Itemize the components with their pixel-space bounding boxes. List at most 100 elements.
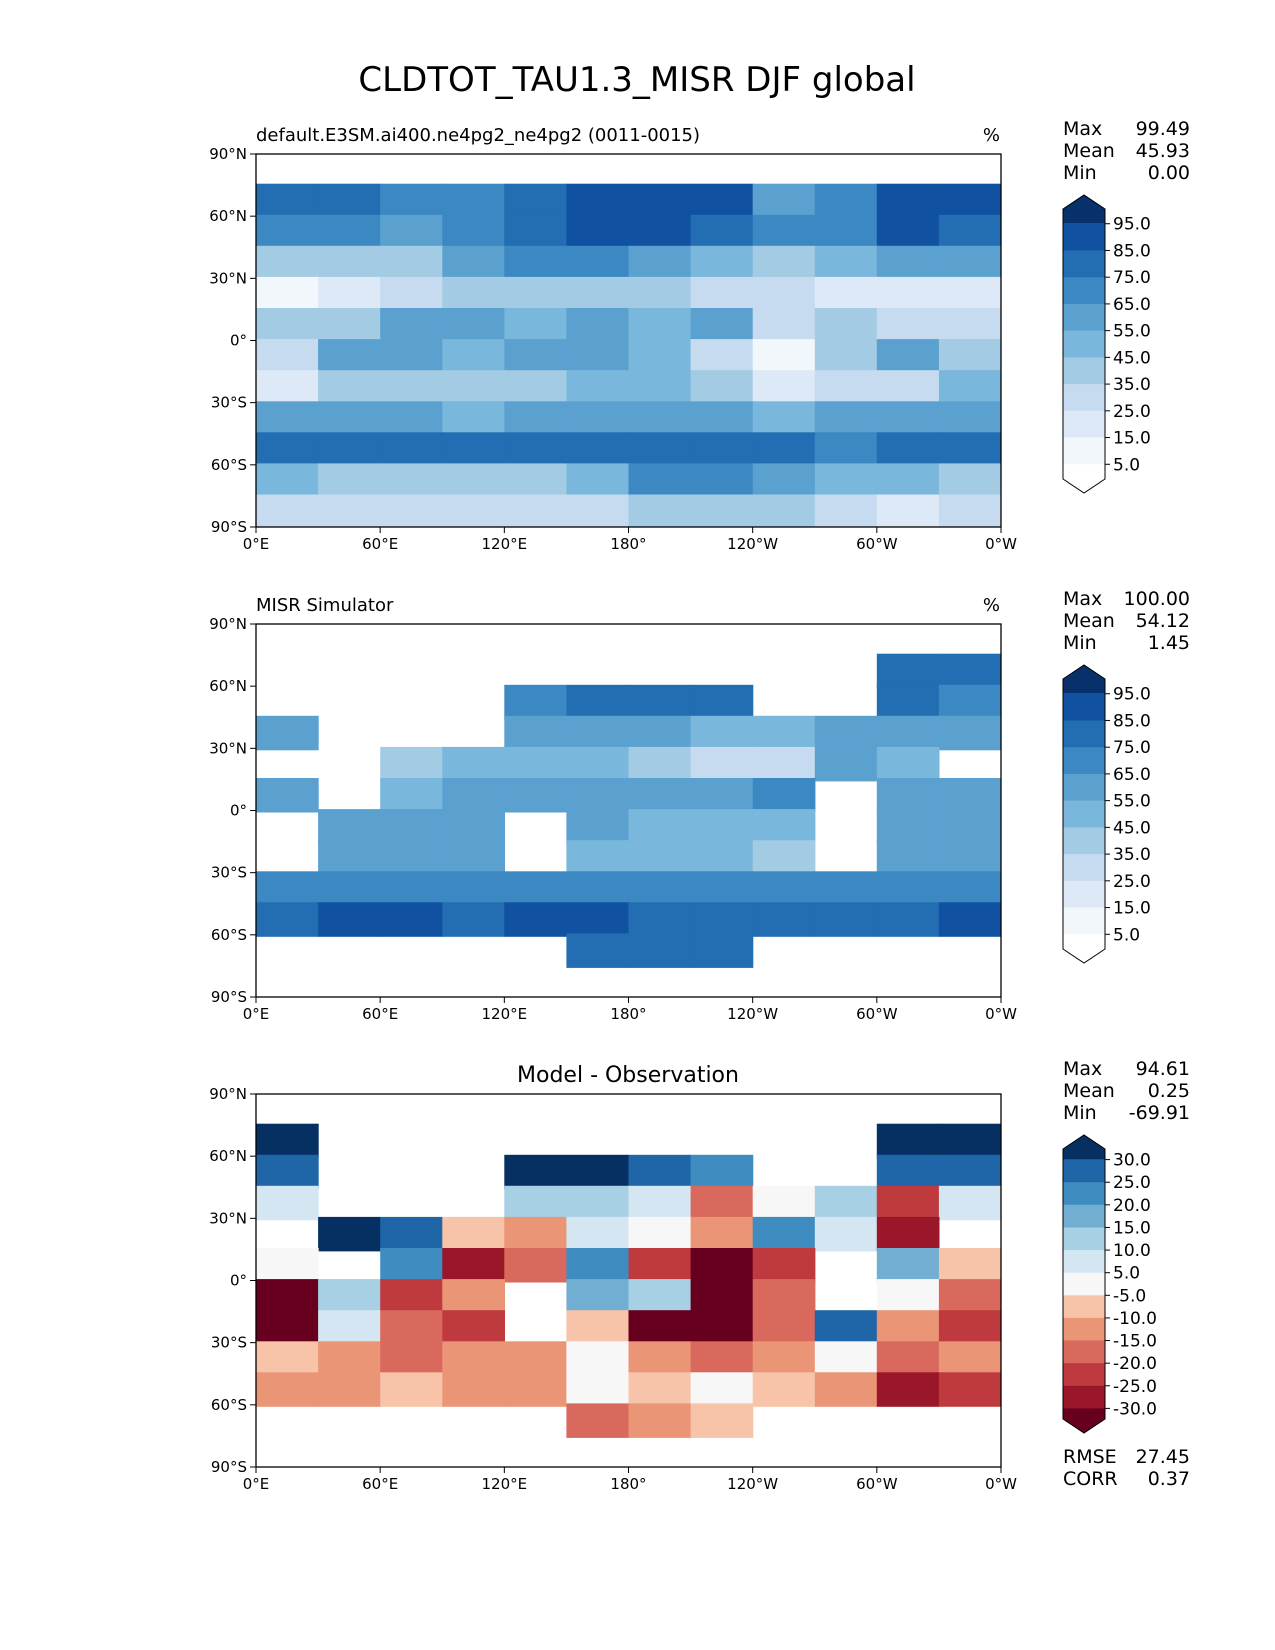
lon-tick-label: 120°E bbox=[482, 535, 528, 553]
colorbar-segment bbox=[1063, 1182, 1105, 1206]
heatmap-cell bbox=[814, 432, 878, 467]
lat-tick-label: 30°N bbox=[209, 269, 247, 287]
heatmap-cell bbox=[628, 871, 692, 906]
heatmap-cell bbox=[752, 1185, 816, 1221]
panel-observation: MISR Simulator % Max Mean Min 100.00 54.… bbox=[209, 588, 1190, 1023]
heatmap-cell bbox=[256, 370, 319, 405]
heatmap-cell bbox=[566, 183, 630, 219]
heatmap-cell bbox=[318, 245, 381, 281]
lat-tick-label: 90°S bbox=[211, 1458, 247, 1476]
lat-tick-label: 60°S bbox=[211, 1396, 247, 1414]
heatmap-cell bbox=[318, 308, 381, 343]
heatmap-cell bbox=[380, 463, 443, 498]
heatmap-cell bbox=[566, 1185, 630, 1221]
heatmap-cell bbox=[814, 214, 878, 250]
heatmap-cell bbox=[938, 432, 1001, 467]
heatmap-cell bbox=[938, 214, 1001, 250]
heatmap-cell bbox=[628, 715, 692, 751]
panel-title-difference: Model - Observation bbox=[517, 1063, 739, 1088]
heatmap-cell bbox=[318, 370, 381, 405]
colorbar-tick-label: 25.0 bbox=[1113, 402, 1151, 422]
lat-tick-label: 0° bbox=[230, 332, 247, 350]
heatmap-cell bbox=[256, 183, 319, 219]
colorbar-segment bbox=[1063, 1204, 1105, 1228]
heatmap-cell bbox=[442, 840, 505, 875]
colorbar-segment bbox=[1063, 854, 1105, 882]
heatmap-cell bbox=[690, 370, 754, 405]
colorbar-tick-label: 5.0 bbox=[1113, 455, 1140, 475]
heatmap-cell bbox=[504, 245, 567, 281]
heatmap-cell bbox=[938, 653, 1001, 689]
heatmap-cell bbox=[380, 1216, 443, 1252]
heatmap-cell bbox=[628, 214, 692, 250]
heatmap-cell bbox=[938, 1154, 1001, 1190]
stat-min-label-difference: Min bbox=[1063, 1102, 1097, 1124]
heatmap-cell bbox=[566, 746, 630, 782]
heatmap-cell bbox=[690, 432, 754, 467]
heatmap-cell bbox=[752, 1341, 816, 1376]
heatmap-cell bbox=[938, 245, 1001, 281]
heatmap-cell bbox=[504, 432, 567, 467]
heatmap-cell bbox=[628, 1185, 692, 1221]
colorbar-outline bbox=[1062, 1134, 1106, 1434]
panel-title-model: default.E3SM.ai400.ne4pg2_ne4pg2 (0011-0… bbox=[256, 125, 700, 146]
colorbar-tick-label: 65.0 bbox=[1113, 765, 1151, 785]
heatmap-cell bbox=[628, 1216, 692, 1252]
heatmap-cell bbox=[628, 746, 692, 782]
lon-tick-label: 0°E bbox=[243, 1475, 270, 1493]
heatmap-cell bbox=[752, 1279, 816, 1314]
colorbar-segment bbox=[1063, 410, 1105, 438]
heatmap-cell bbox=[938, 1248, 1001, 1283]
heatmap-cell bbox=[876, 715, 940, 751]
heatmap-cell bbox=[752, 401, 816, 436]
heatmap-cell bbox=[504, 1154, 567, 1190]
panel-difference: Model - Observation Max Mean Min 94.61 0… bbox=[209, 1058, 1190, 1493]
heatmap-cell bbox=[504, 1216, 567, 1252]
heatmap-cell bbox=[628, 183, 692, 219]
heatmap-cell bbox=[690, 840, 754, 875]
lat-tick-label: 30°N bbox=[209, 1209, 247, 1227]
colorbar-tick-label: 15.0 bbox=[1113, 1218, 1151, 1238]
lon-tick-label: 60°E bbox=[362, 1005, 398, 1023]
heatmap-cell bbox=[318, 1216, 381, 1252]
heatmap-cell bbox=[628, 902, 692, 937]
panel-model: default.E3SM.ai400.ne4pg2_ne4pg2 (0011-0… bbox=[209, 118, 1190, 553]
heatmap-cell bbox=[318, 1372, 381, 1407]
heatmap-cell bbox=[256, 1248, 319, 1283]
heatmap-cell bbox=[752, 1372, 816, 1407]
lon-tick-label: 120°W bbox=[727, 1475, 778, 1493]
colorbar-tick-label: 20.0 bbox=[1113, 1196, 1151, 1216]
heatmap-cell bbox=[504, 463, 567, 498]
metric-rmse-label: RMSE bbox=[1063, 1446, 1117, 1468]
heatmap-cell bbox=[690, 276, 754, 312]
heatmap-cell bbox=[690, 401, 754, 436]
heatmap-cell bbox=[938, 308, 1001, 343]
heatmap-cell bbox=[318, 902, 381, 937]
colorbar-tick-label: 85.0 bbox=[1113, 241, 1151, 261]
heatmap-cell bbox=[938, 183, 1001, 219]
heatmap-cell bbox=[566, 1154, 630, 1190]
heatmap-cell bbox=[690, 1216, 754, 1252]
heatmap-cell bbox=[690, 902, 754, 937]
heatmap-cell bbox=[752, 840, 816, 875]
heatmap-cell bbox=[876, 653, 940, 689]
colorbar-tick-label: -5.0 bbox=[1113, 1286, 1146, 1306]
heatmap-cell bbox=[628, 245, 692, 281]
heatmap-cell bbox=[380, 276, 443, 312]
heatmap-cell bbox=[752, 871, 816, 906]
colorbar-segment bbox=[1063, 800, 1105, 828]
colorbar-tick-label: 15.0 bbox=[1113, 899, 1151, 919]
heatmap-cell bbox=[938, 1372, 1001, 1407]
heatmap-cell bbox=[876, 463, 940, 498]
heatmap-cell bbox=[380, 840, 443, 875]
lat-tick-label: 60°S bbox=[211, 926, 247, 944]
colorbar-segment bbox=[1063, 1408, 1105, 1433]
heatmap-cell bbox=[876, 684, 940, 720]
heatmap-cell bbox=[380, 809, 443, 844]
panel-units-observation: % bbox=[983, 595, 1000, 616]
heatmap-cell bbox=[876, 494, 940, 527]
colorbar-segment bbox=[1063, 747, 1105, 775]
lon-tick-label: 0°W bbox=[985, 1475, 1017, 1493]
heatmap-cell bbox=[442, 308, 505, 343]
colorbar-segment bbox=[1063, 1340, 1105, 1364]
